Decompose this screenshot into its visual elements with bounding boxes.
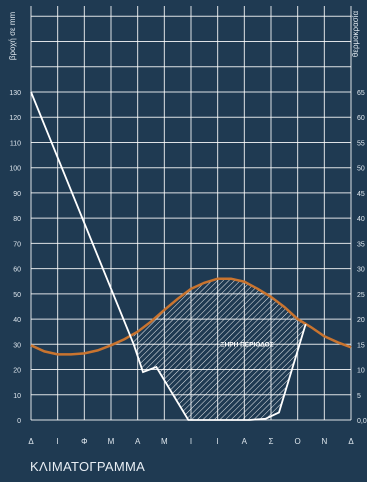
chart-title: ΚΛΙΜΑΤΟΓΡΑΜΜΑ xyxy=(30,459,146,474)
right-tick-label: 35 xyxy=(357,241,365,248)
left-tick-label: 130 xyxy=(9,90,21,97)
right-tick-label: 20 xyxy=(357,317,365,324)
left-tick-label: 50 xyxy=(13,292,21,299)
month-label: Μ xyxy=(161,437,168,446)
rainfall-line xyxy=(30,91,307,421)
month-label: Σ xyxy=(269,437,274,446)
left-tick-label: 70 xyxy=(13,241,21,248)
right-tick-label: 50 xyxy=(357,166,365,173)
left-tick-label: 110 xyxy=(10,140,21,147)
month-label: Ο xyxy=(295,437,301,446)
left-tick-label: 80 xyxy=(13,216,21,223)
left-tick-label: 90 xyxy=(13,191,21,198)
left-tick-label: 40 xyxy=(13,317,21,324)
month-label: Ι xyxy=(57,437,59,446)
month-label: Α xyxy=(135,437,141,446)
month-label: Ι xyxy=(217,437,219,446)
right-tick-label: 5 xyxy=(357,393,361,400)
month-label: Δ xyxy=(348,437,354,446)
temperature-line xyxy=(30,277,352,356)
left-tick-label: 30 xyxy=(13,342,21,349)
right-tick-label: 65 xyxy=(357,90,365,97)
right-tick-label: 40 xyxy=(357,216,365,223)
month-label: Ι xyxy=(190,437,192,446)
right-tick-label: 55 xyxy=(357,140,365,147)
right-tick-label: 45 xyxy=(357,191,365,198)
right-tick-label: 25 xyxy=(357,292,365,299)
dry-period-label: ΞΗΡΗ ΠΕΡΙΟΔΟΣ xyxy=(220,341,273,348)
month-label: Δ xyxy=(28,437,34,446)
right-tick-label: 30 xyxy=(357,267,365,274)
right-tick-label: 60 xyxy=(357,115,365,122)
month-label: Α xyxy=(242,437,248,446)
right-tick-label: 15 xyxy=(357,342,365,349)
right-tick-label: 10 xyxy=(357,368,365,375)
right-tick-label: 0,0 xyxy=(357,418,367,425)
left-tick-label: 60 xyxy=(13,267,21,274)
left-tick-label: 120 xyxy=(9,115,21,122)
month-label: Ν xyxy=(321,437,327,446)
left-tick-label: 100 xyxy=(9,166,21,173)
left-tick-label: 20 xyxy=(13,368,21,375)
left-tick-label: 10 xyxy=(13,393,21,400)
month-label: Φ xyxy=(81,437,87,446)
month-label: Μ xyxy=(108,437,115,446)
left-tick-label: 0 xyxy=(17,418,21,425)
dry-period-hatch xyxy=(133,278,306,420)
right-axis-title: θερμοκρασία xyxy=(351,11,360,58)
left-axis-title: βροχή σε mm xyxy=(8,12,17,61)
